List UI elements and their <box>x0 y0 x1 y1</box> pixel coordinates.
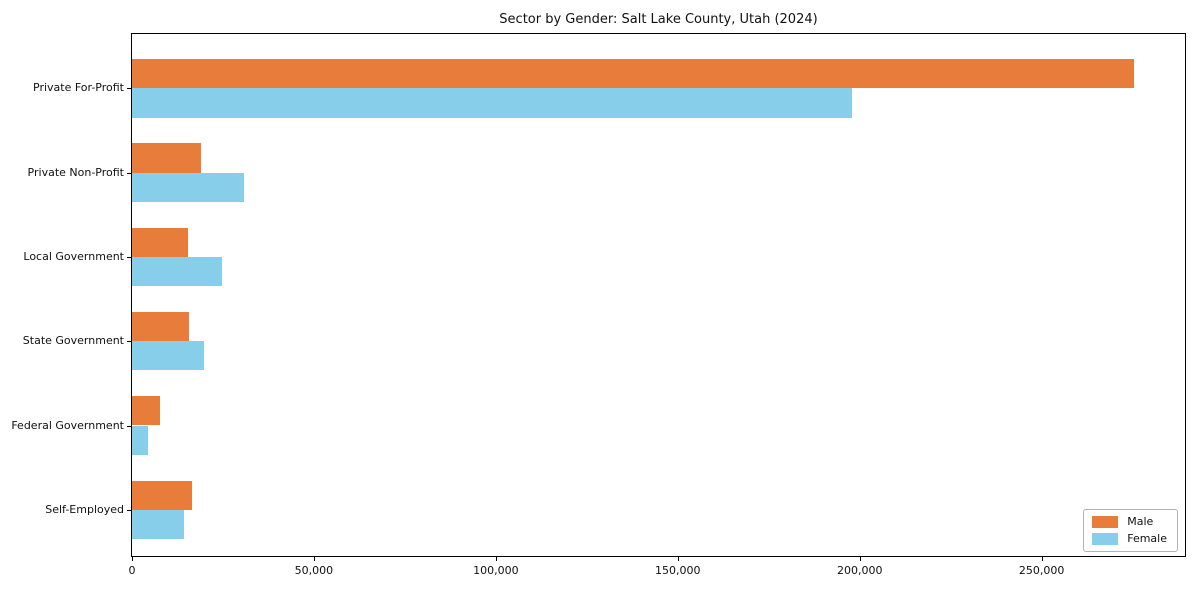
y-tick-label-self-employed: Self-Employed <box>45 502 124 516</box>
legend-entry-male: Male <box>1092 516 1167 528</box>
x-tick-label-250-000: 250,000 <box>1018 564 1065 577</box>
x-tick-mark <box>495 557 497 561</box>
x-tick-label-200-000: 200,000 <box>836 564 883 577</box>
x-tick-mark <box>677 557 679 561</box>
male-legend-swatch <box>1092 516 1119 528</box>
bar-male-self-employed <box>132 480 192 510</box>
x-tick-label-0: 0 <box>128 564 136 577</box>
x-tick-mark <box>132 557 133 561</box>
chart-title: Sector by Gender: Salt Lake County, Utah… <box>499 12 818 27</box>
bar-female-federal-government <box>132 425 149 455</box>
bar-male-state-government <box>132 311 190 342</box>
bar-male-federal-government <box>132 396 161 426</box>
legend-label-female: Female <box>1127 532 1167 545</box>
bar-male-private-for-profit <box>132 59 1135 89</box>
y-tick-label-federal-government: Federal Government <box>11 418 124 432</box>
bar-female-private-for-profit <box>132 88 853 118</box>
y-tick-mark <box>127 172 131 174</box>
x-tick-label-100-000: 100,000 <box>473 564 519 577</box>
female-legend-swatch <box>1092 533 1119 545</box>
y-tick-label-private-for-profit: Private For-Profit <box>33 81 124 95</box>
y-tick-mark <box>127 509 131 511</box>
bar-female-local-government <box>132 256 222 287</box>
x-tick-mark <box>859 557 861 561</box>
bar-female-private-non-profit <box>132 172 245 202</box>
y-tick-label-local-government: Local Government <box>23 249 124 263</box>
legend-entry-female: Female <box>1092 533 1167 545</box>
bar-female-self-employed <box>132 509 184 540</box>
y-tick-mark <box>127 341 131 343</box>
y-tick-label-state-government: State Government <box>22 334 124 348</box>
bar-female-state-government <box>132 341 205 371</box>
x-tick-label-150-000: 150,000 <box>655 564 701 577</box>
y-tick-label-private-non-profit: Private Non-Profit <box>27 165 124 179</box>
bar-male-private-non-profit <box>132 143 202 173</box>
y-tick-mark <box>127 256 131 258</box>
legend: Male Female <box>1083 509 1178 552</box>
y-tick-mark <box>127 425 131 427</box>
plot-area: Male Female <box>131 33 1186 557</box>
y-tick-mark <box>127 88 131 90</box>
x-tick-mark <box>313 557 315 561</box>
x-tick-label-50-000: 50,000 <box>294 564 334 577</box>
legend-label-male: Male <box>1127 515 1154 528</box>
x-tick-mark <box>1041 557 1043 561</box>
bar-male-local-government <box>132 227 189 257</box>
